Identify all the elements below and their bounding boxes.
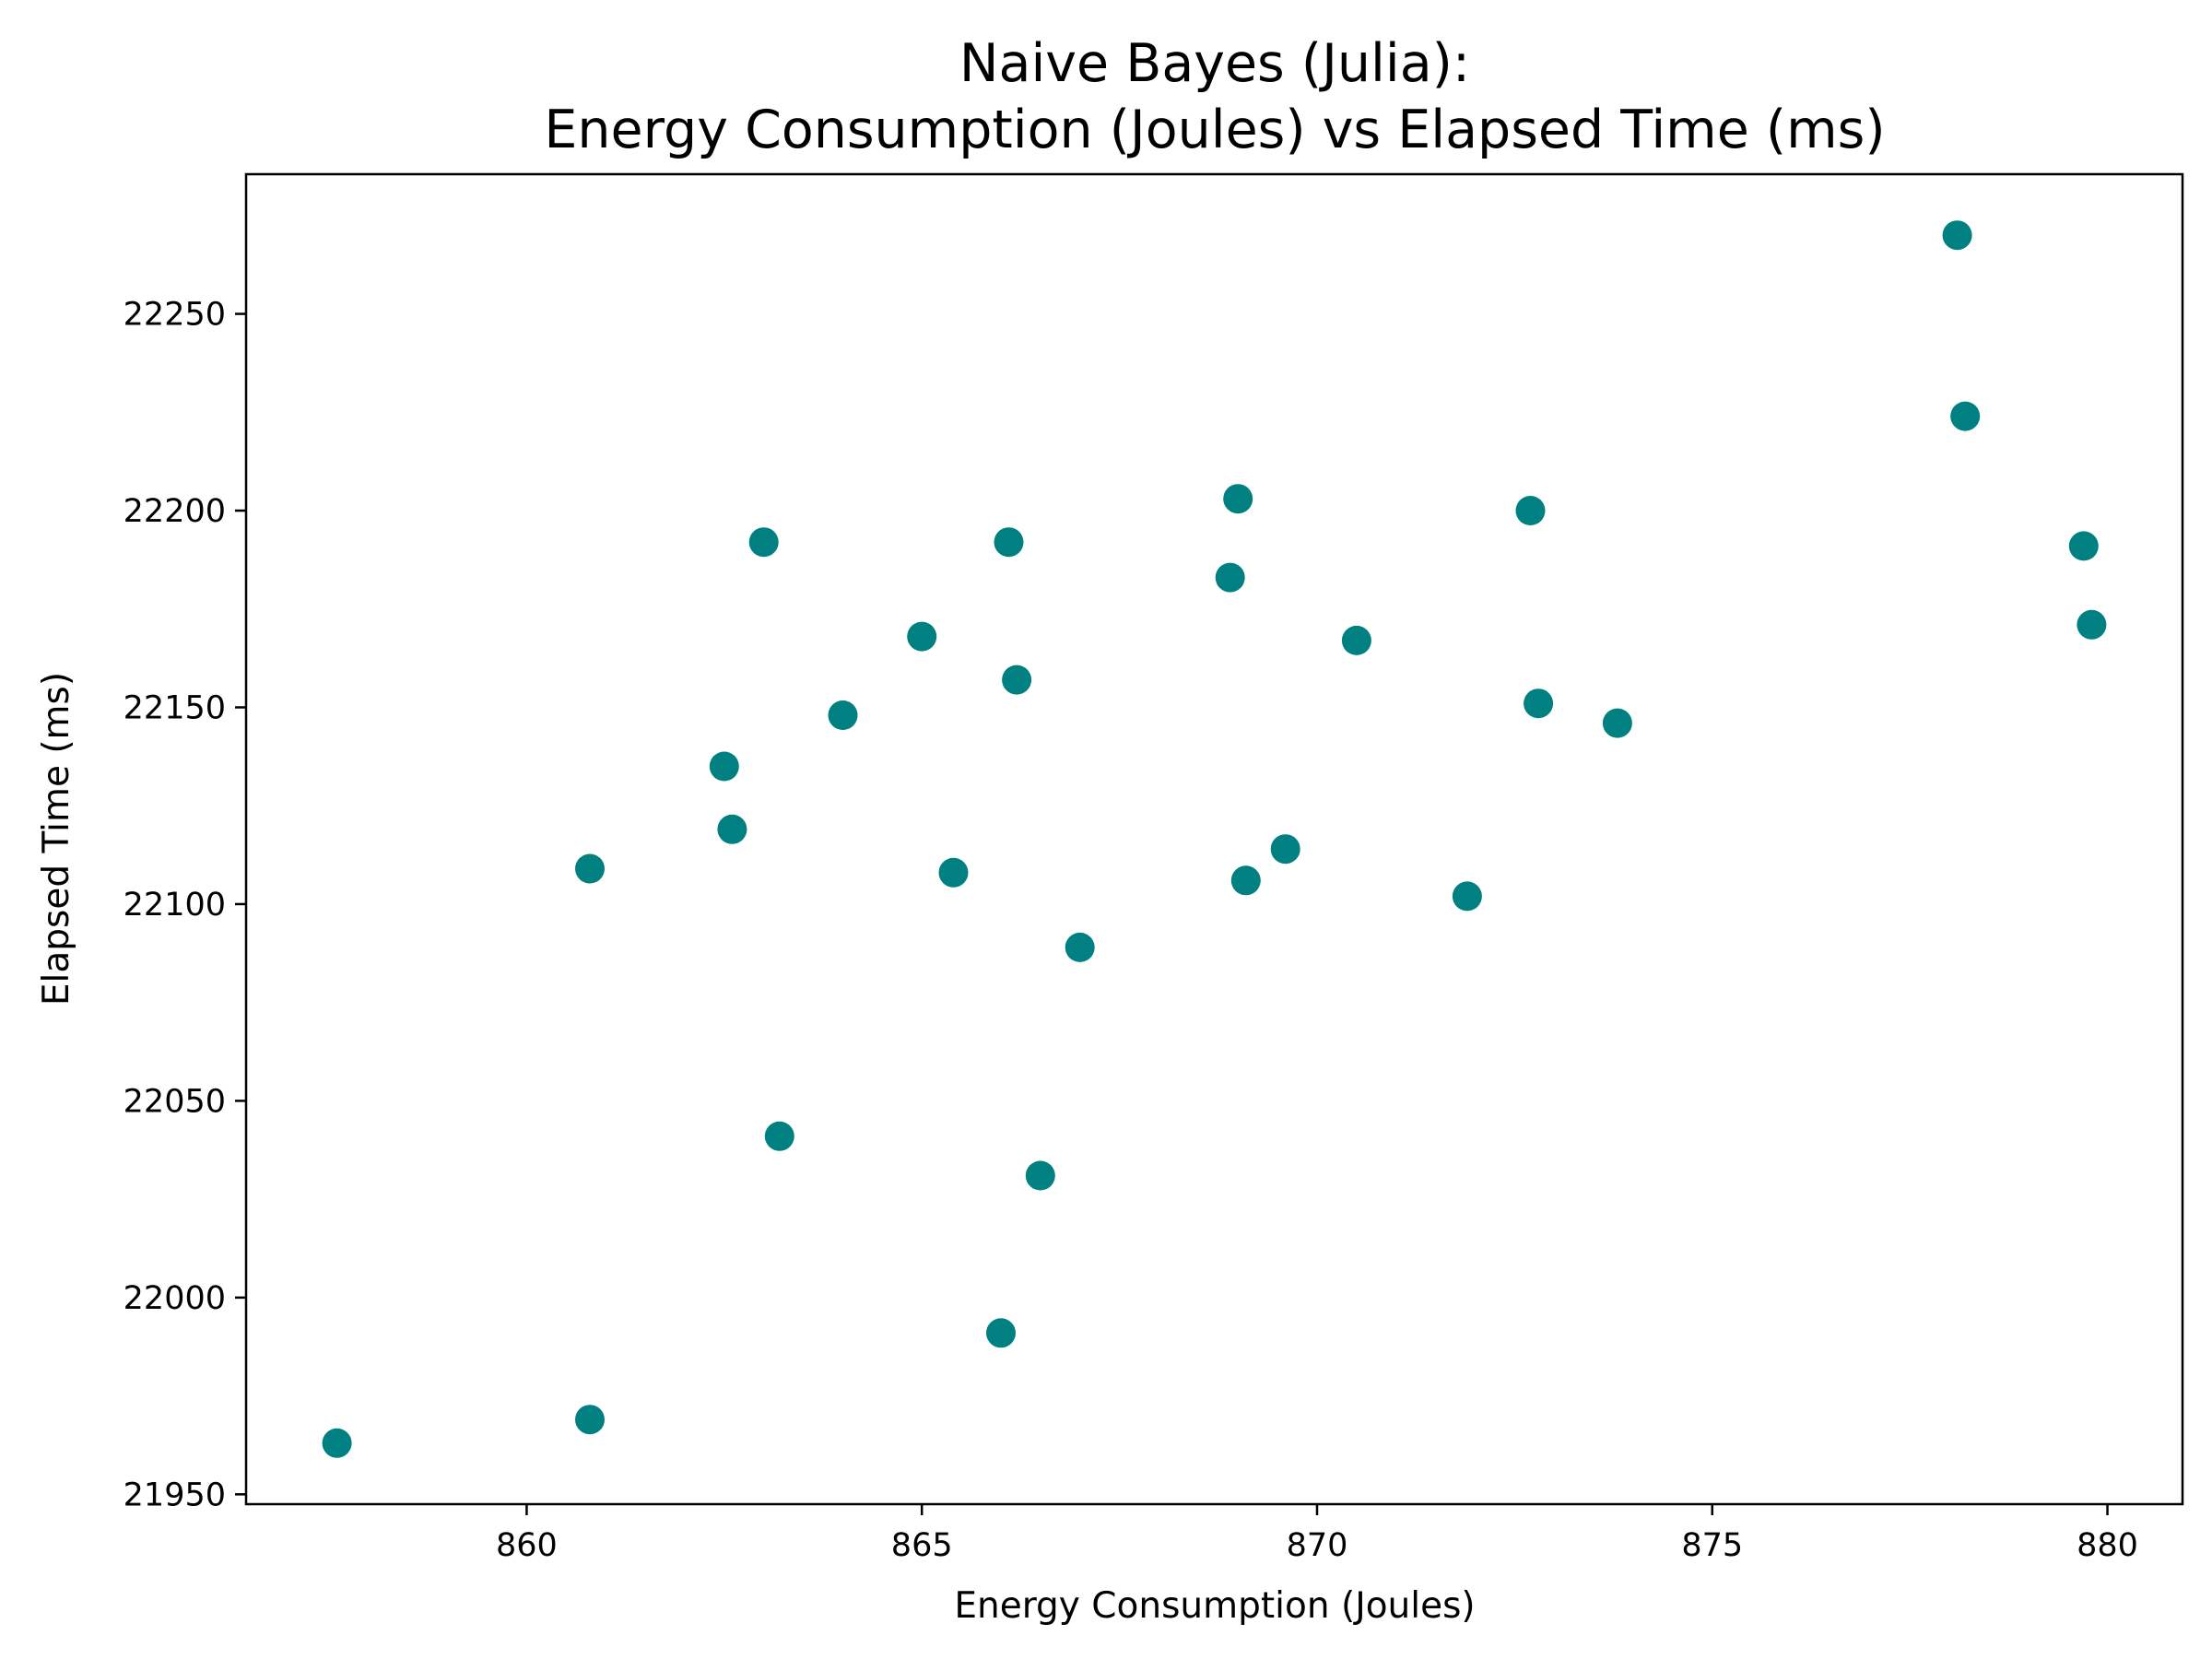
data-point-20	[1341, 625, 1371, 655]
data-point-21	[1452, 881, 1482, 912]
y-tick-label: 21950	[124, 1477, 226, 1513]
y-tick-label: 22200	[124, 493, 226, 530]
data-point-24	[1602, 708, 1632, 738]
chart-title-line-1: Naive Bayes (Julia):	[959, 33, 1470, 94]
data-point-4	[709, 751, 739, 782]
data-point-11	[986, 1318, 1016, 1348]
y-tick-label: 22000	[124, 1280, 226, 1317]
y-tick-label: 22100	[124, 887, 226, 924]
data-point-13	[1002, 665, 1032, 695]
data-point-17	[1223, 484, 1253, 514]
y-axis-label: Elapsed Time (ms)	[36, 672, 77, 1006]
data-point-1	[322, 1428, 352, 1458]
x-tick-label: 865	[891, 1527, 953, 1564]
data-point-2	[575, 1405, 605, 1435]
data-point-14	[1025, 1160, 1055, 1191]
data-point-3	[575, 853, 605, 884]
data-points	[322, 220, 2107, 1458]
data-point-5	[717, 814, 747, 844]
data-point-9	[907, 621, 937, 652]
data-point-28	[2077, 609, 2107, 640]
data-point-26	[1950, 401, 1981, 431]
data-point-12	[994, 527, 1024, 558]
data-point-8	[828, 700, 858, 730]
data-point-25	[1942, 220, 1972, 251]
x-axis-label: Energy Consumption (Joules)	[954, 1585, 1475, 1627]
data-point-7	[764, 1121, 794, 1151]
y-tick-label: 22050	[124, 1083, 226, 1120]
data-point-15	[1065, 932, 1095, 962]
y-tick-label: 22150	[124, 689, 226, 726]
data-point-22	[1515, 496, 1546, 525]
y-tick-label: 22250	[124, 297, 226, 334]
x-tick-label: 870	[1287, 1527, 1348, 1564]
x-axis-ticks: 860 865 870 875 880	[496, 1504, 2138, 1564]
x-tick-label: 860	[496, 1527, 558, 1564]
chart-title-line-2: Energy Consumption (Joules) vs Elapsed T…	[544, 100, 1885, 160]
data-point-10	[938, 857, 969, 888]
data-point-16	[1215, 562, 1245, 593]
data-point-23	[1524, 688, 1554, 719]
x-tick-label: 875	[1681, 1527, 1743, 1564]
x-tick-label: 880	[2077, 1527, 2138, 1564]
y-axis-ticks: 21950 22000 22050 22100 22150 22200 22250	[124, 297, 246, 1513]
data-point-27	[2068, 531, 2099, 561]
plot-area-frame	[244, 172, 2184, 1506]
data-point-18	[1230, 865, 1261, 896]
data-point-19	[1270, 834, 1300, 865]
data-point-6	[748, 527, 779, 558]
